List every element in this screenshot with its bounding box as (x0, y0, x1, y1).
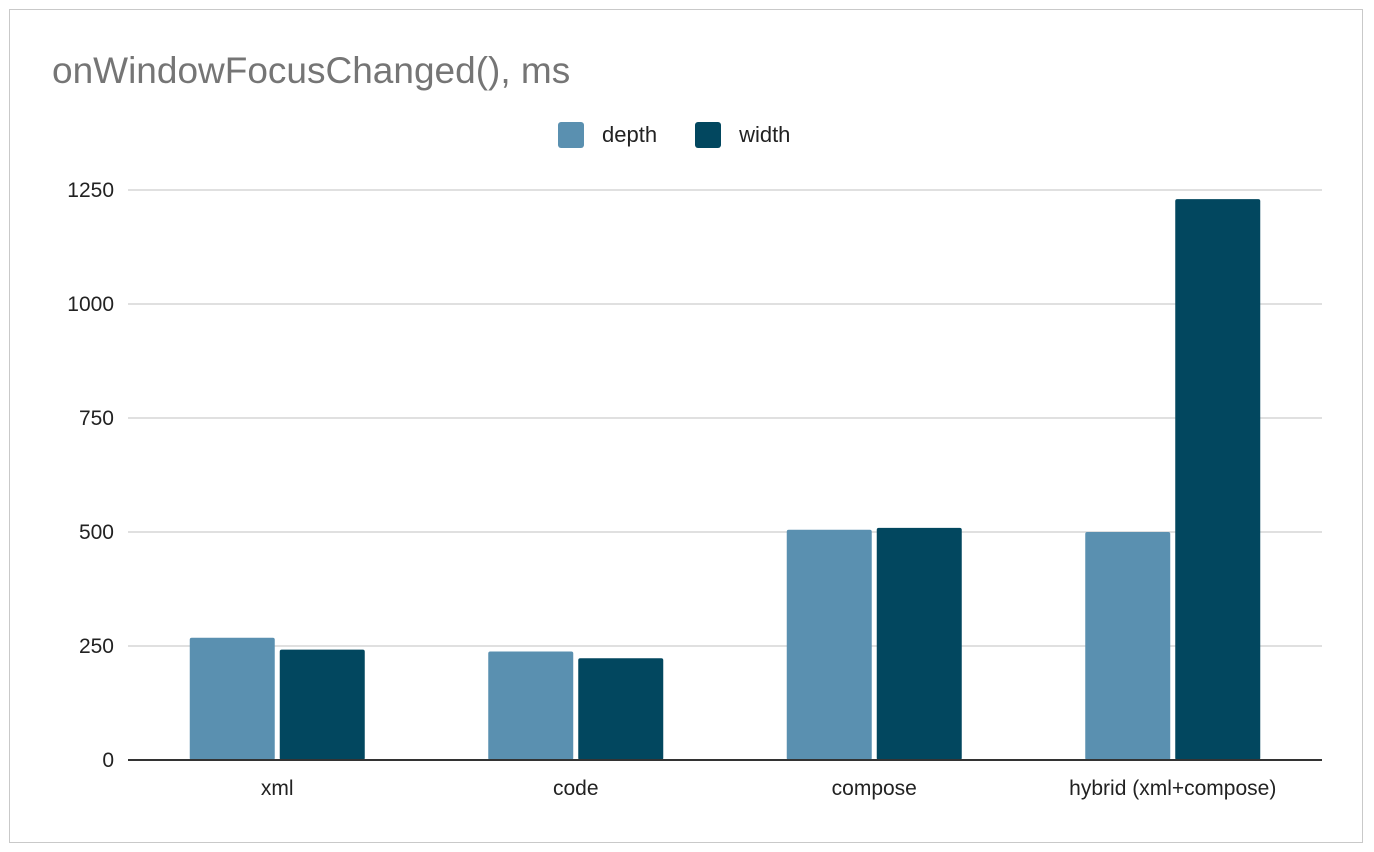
legend-item-depth: depth (558, 122, 657, 148)
legend-swatch-width (695, 122, 722, 148)
chart-title: onWindowFocusChanged(), ms (52, 50, 571, 91)
bar-depth-3 (1085, 532, 1171, 760)
bar-width-3 (1175, 199, 1261, 760)
x-tick-label-2: compose (832, 777, 917, 800)
y-tick-label-750: 750 (79, 407, 114, 430)
y-tick-label-1000: 1000 (67, 293, 114, 316)
y-tick-label-0: 0 (102, 749, 114, 772)
bar-width-2 (876, 527, 962, 760)
bar-depth-0 (189, 637, 275, 760)
bar-width-0 (279, 649, 365, 760)
legend-label-depth: depth (602, 122, 658, 147)
x-tick-label-1: code (553, 777, 599, 800)
legend-item-width: width (695, 122, 790, 148)
y-tick-label-500: 500 (79, 521, 114, 544)
x-tick-label-0: xml (261, 777, 294, 800)
bar-width-1 (578, 658, 664, 760)
chart-legend: depth width (558, 120, 828, 150)
y-tick-label-250: 250 (79, 635, 114, 658)
x-tick-label-3: hybrid (xml+compose) (1069, 777, 1276, 800)
bar-depth-2 (786, 529, 872, 760)
bar-depth-1 (488, 651, 574, 760)
y-tick-label-1250: 1250 (67, 179, 114, 202)
legend-label-width: width (739, 122, 791, 147)
legend-swatch-depth (558, 122, 584, 148)
